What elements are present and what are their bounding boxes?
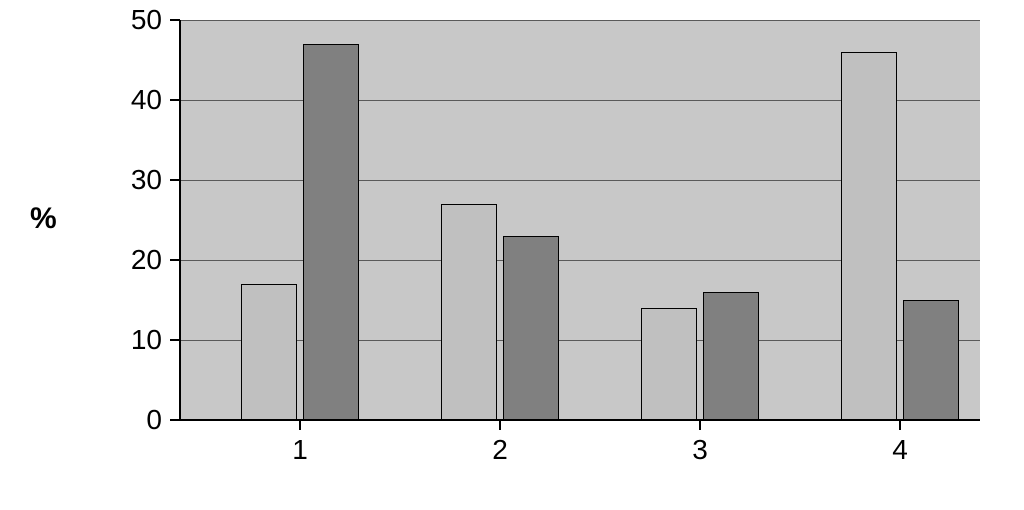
bar-series-b-3 — [703, 292, 759, 420]
y-tick-label: 20 — [0, 244, 162, 276]
x-tick-label: 3 — [692, 434, 708, 466]
gridline — [180, 20, 980, 21]
y-axis — [179, 20, 181, 420]
y-tick-mark — [170, 19, 180, 21]
bar-series-b-4 — [903, 300, 959, 420]
x-tick-mark — [299, 420, 301, 430]
x-tick-mark — [699, 420, 701, 430]
bar-series-a-1 — [241, 284, 297, 420]
y-tick-mark — [170, 339, 180, 341]
x-tick-label: 2 — [492, 434, 508, 466]
bar-series-a-4 — [841, 52, 897, 420]
y-tick-mark — [170, 259, 180, 261]
x-tick-mark — [499, 420, 501, 430]
bar-chart: % 0 10 20 30 40 50 1 2 3 4 — [0, 0, 1024, 510]
bar-series-b-2 — [503, 236, 559, 420]
bar-series-b-1 — [303, 44, 359, 420]
bar-series-a-2 — [441, 204, 497, 420]
y-tick-label: 0 — [0, 404, 162, 436]
x-tick-label: 1 — [292, 434, 308, 466]
y-tick-label: 40 — [0, 84, 162, 116]
y-tick-label: 10 — [0, 324, 162, 356]
y-tick-mark — [170, 419, 180, 421]
y-tick-label: 50 — [0, 4, 162, 36]
x-tick-mark — [899, 420, 901, 430]
y-axis-title: % — [30, 202, 57, 236]
y-tick-label: 30 — [0, 164, 162, 196]
x-tick-label: 4 — [892, 434, 908, 466]
plot-area — [180, 20, 980, 420]
y-tick-mark — [170, 179, 180, 181]
bar-series-a-3 — [641, 308, 697, 420]
y-tick-mark — [170, 99, 180, 101]
